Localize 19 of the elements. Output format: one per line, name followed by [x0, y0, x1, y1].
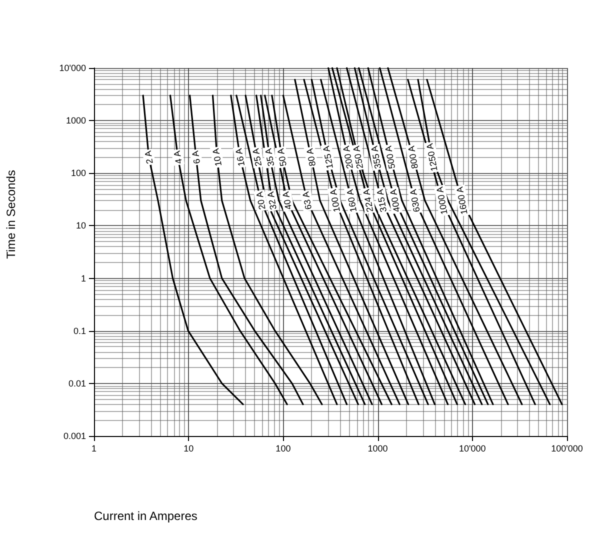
y-axis-title: Time in Seconds [4, 170, 18, 259]
x-tick-label: 1 [91, 444, 97, 454]
y-tick-label: 0.01 [68, 378, 86, 388]
x-tick-label: 100'000 [551, 444, 583, 454]
y-tick-label: 1000 [66, 116, 86, 126]
y-tick-label: 10'000 [59, 63, 86, 73]
series-label: 4 A [172, 150, 184, 165]
y-tick-label: 1 [80, 273, 86, 284]
x-tick-label: 1000 [368, 444, 388, 454]
y-tick-label: 0.001 [63, 431, 86, 441]
x-tick-label: 10'000 [459, 444, 486, 454]
y-tick-label: 100 [70, 168, 86, 178]
x-tick-label: 100 [276, 444, 291, 454]
x-axis-title: Current in Amperes [94, 509, 198, 523]
y-tick-label: 0.1 [73, 326, 86, 336]
y-tick-label: 10 [76, 220, 86, 231]
series-label: 2 A [142, 150, 155, 165]
series-label: 6 A [190, 150, 202, 165]
x-tick-label: 10 [184, 444, 194, 454]
